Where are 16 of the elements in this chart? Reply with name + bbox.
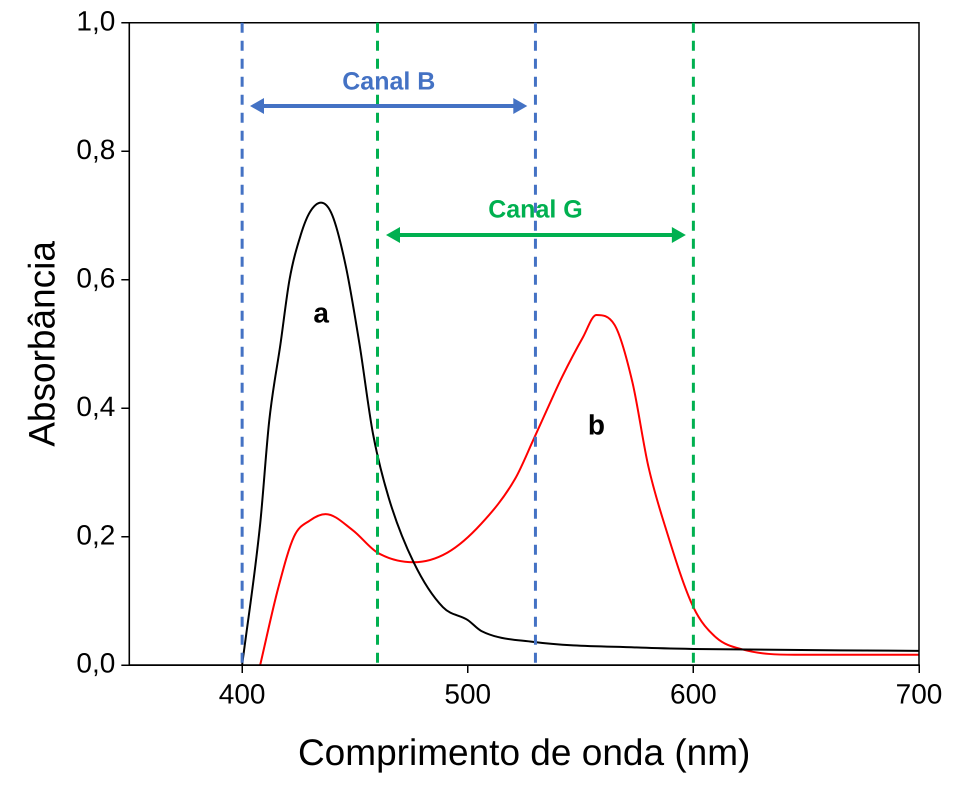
ref-line-label: Canal B (342, 67, 436, 96)
ref-line-label: Canal G (488, 196, 583, 224)
y-tick-label: 0,0 (76, 648, 116, 679)
x-tick-label: 400 (218, 678, 266, 710)
y-tick-label: 0,8 (76, 134, 116, 165)
x-tick-label: 600 (670, 678, 717, 710)
annotation: a (313, 297, 330, 328)
y-tick-label: 0,4 (76, 390, 116, 422)
y-tick-label: 0,2 (76, 519, 116, 550)
annotation: b (588, 410, 605, 441)
y-tick-label: 0,6 (76, 262, 116, 294)
y-tick-label: 1,0 (76, 6, 116, 37)
x-tick-label: 500 (444, 678, 492, 710)
x-tick-label: 700 (896, 678, 942, 710)
x-axis-title: Comprimento de onda (nm) (298, 732, 750, 774)
y-axis-title: Absorbância (21, 240, 62, 447)
